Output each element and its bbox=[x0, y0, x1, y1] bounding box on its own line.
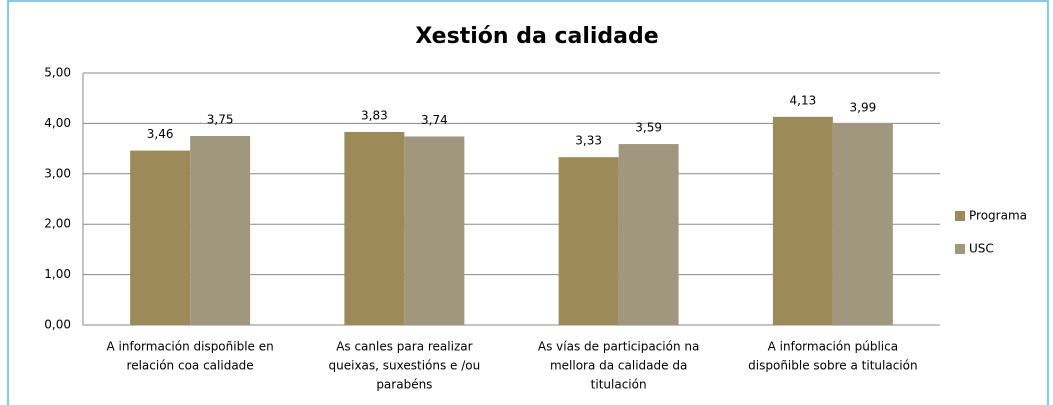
bar bbox=[190, 136, 251, 325]
chart-border bbox=[7, 0, 1049, 405]
bar bbox=[618, 144, 679, 325]
x-tick-label: As canles para realizar bbox=[336, 340, 472, 354]
y-tick-label: 3,00 bbox=[44, 166, 71, 180]
value-label: 3,59 bbox=[635, 121, 662, 135]
value-label: 3,83 bbox=[361, 108, 388, 122]
y-tick-label: 2,00 bbox=[44, 217, 71, 231]
value-label: 4,13 bbox=[790, 93, 817, 107]
value-label: 3,99 bbox=[850, 100, 877, 114]
value-label: 3,74 bbox=[421, 113, 448, 127]
bar bbox=[558, 157, 619, 325]
legend-swatch bbox=[955, 244, 965, 254]
value-label: 3,75 bbox=[207, 113, 234, 127]
x-tick-label: As vías de participación na bbox=[538, 340, 699, 354]
bar bbox=[344, 131, 405, 325]
y-tick-label: 4,00 bbox=[44, 116, 71, 130]
x-tick-label: mellora da calidade da bbox=[550, 359, 687, 373]
y-tick-label: 5,00 bbox=[44, 66, 71, 80]
bar bbox=[404, 136, 465, 325]
value-label: 3,46 bbox=[147, 127, 174, 141]
x-tick-label: A información pública bbox=[768, 340, 898, 354]
y-tick-label: 1,00 bbox=[44, 267, 71, 281]
legend-label: Programa bbox=[969, 209, 1027, 223]
legend-label: USC bbox=[969, 242, 994, 256]
bar bbox=[130, 150, 191, 325]
x-tick-label: A información dispoñible en bbox=[107, 340, 274, 354]
x-tick-label: dispoñible sobre a titulación bbox=[748, 359, 917, 373]
chart-title: Xestión da calidade bbox=[415, 24, 658, 49]
legend-swatch bbox=[955, 211, 965, 221]
x-tick-label: queixas, suxestións e /ou bbox=[329, 359, 481, 373]
y-tick-label: 0,00 bbox=[44, 318, 71, 332]
x-tick-label: titulación bbox=[591, 378, 647, 392]
x-tick-label: parabéns bbox=[376, 378, 432, 392]
x-tick-label: relación coa calidade bbox=[127, 359, 254, 373]
bar bbox=[772, 116, 833, 326]
value-label: 3,33 bbox=[575, 134, 602, 148]
bar bbox=[832, 123, 893, 326]
